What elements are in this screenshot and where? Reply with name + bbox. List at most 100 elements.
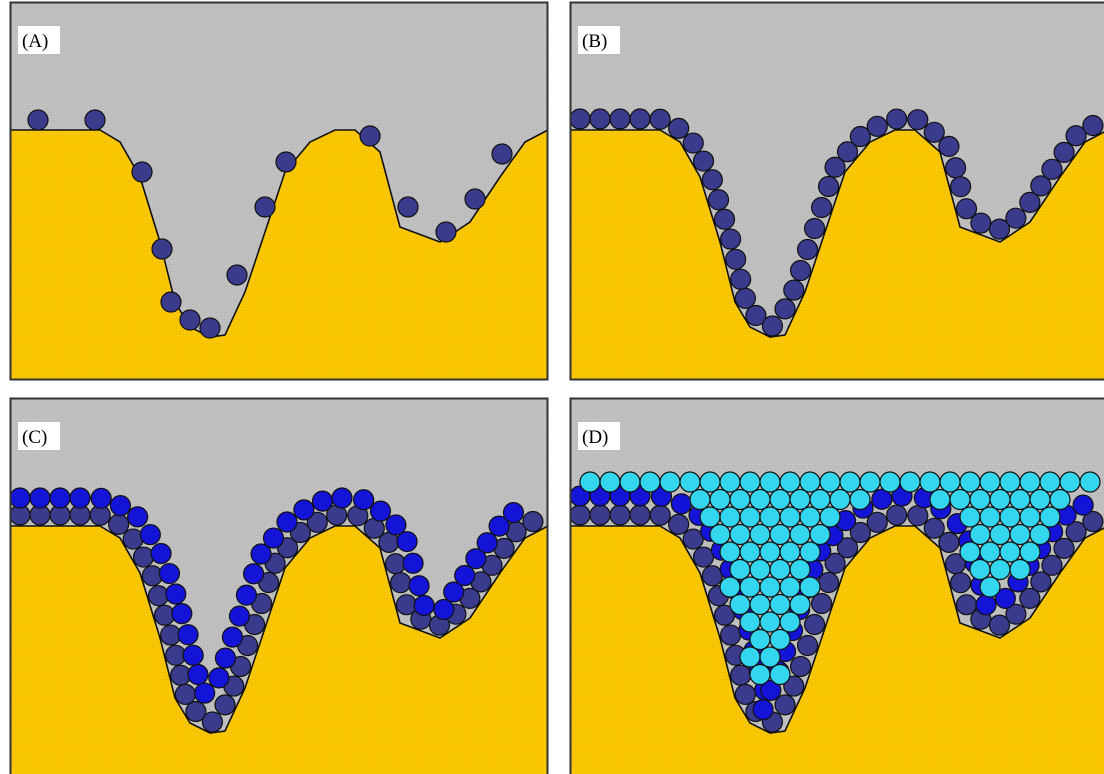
particle <box>294 500 314 520</box>
particle <box>391 573 411 593</box>
particle <box>610 109 630 129</box>
particle <box>791 261 811 281</box>
particle <box>1054 538 1074 558</box>
particle <box>403 553 423 573</box>
particle <box>229 606 249 626</box>
particle <box>178 625 198 645</box>
particle <box>770 490 790 510</box>
particle <box>753 700 773 720</box>
particle <box>28 110 48 130</box>
particle <box>939 136 959 156</box>
particle <box>175 684 195 704</box>
particle <box>30 488 50 508</box>
particle <box>1050 490 1070 510</box>
particle <box>455 565 475 585</box>
panel-c: (C) <box>10 398 548 774</box>
particle <box>202 712 222 732</box>
particle <box>1073 495 1093 515</box>
particle <box>900 472 920 492</box>
particle <box>215 695 235 715</box>
particle <box>715 209 735 229</box>
particle <box>1000 542 1020 562</box>
particle <box>70 488 90 508</box>
panel-label: (D) <box>582 427 608 448</box>
particle <box>970 490 990 510</box>
particle <box>209 668 229 688</box>
particle <box>503 503 523 523</box>
particle <box>805 219 825 239</box>
particle <box>810 525 830 545</box>
particle <box>709 190 729 210</box>
particle <box>683 133 703 153</box>
particle <box>398 197 418 217</box>
particle <box>750 630 770 650</box>
panel-label: (C) <box>22 427 47 448</box>
particle <box>414 596 434 616</box>
particle <box>700 507 720 527</box>
particle <box>740 577 760 597</box>
particle <box>132 162 152 182</box>
particle <box>85 110 105 130</box>
particle <box>908 506 928 526</box>
particle <box>620 472 640 492</box>
particle <box>109 514 129 534</box>
particle <box>276 152 296 172</box>
particle <box>1080 472 1100 492</box>
particle <box>770 665 790 685</box>
particle <box>492 144 512 164</box>
particle <box>1030 490 1050 510</box>
particle <box>172 604 192 624</box>
particle <box>980 577 1000 597</box>
particle <box>780 472 800 492</box>
particle <box>760 612 780 632</box>
particle <box>950 490 970 510</box>
particle <box>671 494 691 514</box>
particle <box>760 647 780 667</box>
particle <box>370 501 390 521</box>
particle <box>650 109 670 129</box>
particle <box>110 496 130 516</box>
particle <box>134 547 154 567</box>
particle <box>971 213 991 233</box>
particle <box>784 280 804 300</box>
particle <box>775 299 795 319</box>
particle <box>750 595 770 615</box>
particle <box>735 684 755 704</box>
particle <box>222 627 242 647</box>
particle <box>887 109 907 129</box>
particle <box>790 490 810 510</box>
particle <box>690 490 710 510</box>
particle <box>523 511 543 531</box>
particle <box>920 472 940 492</box>
particle <box>660 472 680 492</box>
particle <box>1060 472 1080 492</box>
particle <box>800 542 820 562</box>
particle <box>1030 525 1050 545</box>
particle <box>726 249 746 269</box>
particle <box>750 490 770 510</box>
particle <box>183 645 203 665</box>
particle <box>791 657 811 677</box>
particle <box>128 507 148 527</box>
particle <box>840 472 860 492</box>
particle <box>1083 115 1103 135</box>
particle <box>887 505 907 525</box>
particle <box>940 472 960 492</box>
particle <box>227 265 247 285</box>
particle <box>10 488 30 508</box>
particle <box>702 566 722 586</box>
particle <box>332 488 352 508</box>
particle <box>780 507 800 527</box>
particle <box>760 472 780 492</box>
particle <box>580 472 600 492</box>
particle <box>810 490 830 510</box>
particle <box>1042 159 1062 179</box>
particle <box>780 542 800 562</box>
particle <box>860 472 880 492</box>
particle <box>702 170 722 190</box>
particle <box>151 543 171 563</box>
particle <box>780 577 800 597</box>
particle <box>195 683 215 703</box>
particle <box>980 472 1000 492</box>
particle <box>750 525 770 545</box>
